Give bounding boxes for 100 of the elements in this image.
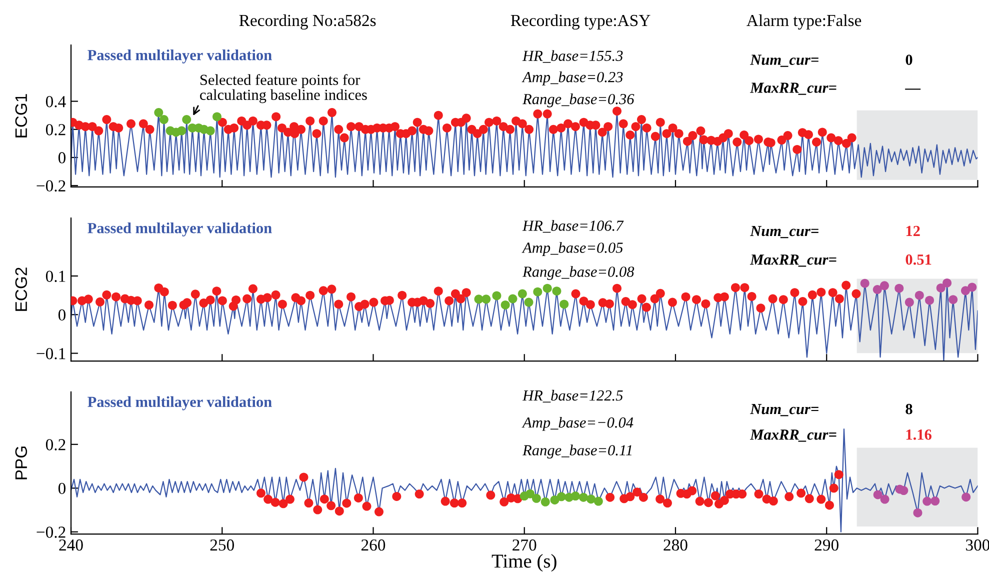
- point: [594, 496, 603, 506]
- annotation: HR_base=155.3: [522, 50, 623, 63]
- point: [925, 296, 934, 305]
- point: [948, 295, 958, 304]
- point: [486, 490, 496, 500]
- point: [206, 126, 215, 136]
- annotation: Selected feature points for calculating baseline indices: [200, 74, 367, 104]
- point: [450, 498, 459, 508]
- x-tick-label: 280: [664, 539, 688, 551]
- point: [270, 498, 280, 507]
- point: [960, 286, 970, 296]
- point: [482, 294, 491, 304]
- x-tick-label: 250: [210, 539, 234, 551]
- point: [392, 492, 402, 501]
- y-tick-label: 0.1: [46, 270, 66, 282]
- annotation: Num_cur=: [750, 404, 818, 416]
- y-tick-label: 0: [58, 482, 66, 494]
- point: [177, 126, 186, 136]
- point: [873, 490, 882, 500]
- point: [570, 492, 580, 501]
- point: [313, 505, 322, 514]
- point: [578, 492, 588, 502]
- point: [285, 494, 294, 504]
- annotation: —: [905, 88, 921, 90]
- point: [264, 494, 273, 504]
- point: [526, 489, 535, 498]
- point: [606, 492, 615, 502]
- point: [508, 294, 518, 304]
- y-axis-title: ECG1: [15, 94, 28, 138]
- point: [540, 497, 550, 506]
- annotation: MaxRR_cur=: [750, 430, 836, 442]
- point: [440, 496, 450, 506]
- text: Recording type:ASY: [510, 14, 650, 30]
- annotation: Range_base=0.08: [522, 266, 634, 280]
- point: [342, 498, 352, 508]
- annotation: MaxRR_cur=: [750, 82, 836, 95]
- annotation: Range_base=0.36: [522, 93, 634, 108]
- point: [212, 112, 222, 122]
- y-tick-label: 0.2: [46, 439, 66, 450]
- annotation: 0: [906, 54, 912, 65]
- point: [500, 300, 510, 310]
- point: [880, 281, 889, 290]
- annotation: Amp_base=−0.04: [522, 416, 634, 431]
- annotation: Passed multilayer validation: [88, 49, 272, 64]
- point: [880, 494, 890, 504]
- point: [930, 496, 940, 506]
- annotation: Amp_base=0.05: [522, 242, 623, 256]
- point: [278, 499, 288, 508]
- point: [533, 287, 542, 296]
- point: [894, 284, 904, 293]
- point: [720, 496, 729, 505]
- point: [552, 286, 562, 296]
- point: [586, 494, 596, 504]
- text: Recording No:a582s: [239, 14, 376, 30]
- point: [904, 298, 914, 307]
- point: [968, 282, 977, 292]
- text: Alarm type:False: [746, 14, 862, 30]
- y-tick-label: −0.1: [36, 348, 66, 360]
- x-tick-label: 240: [59, 539, 83, 551]
- annotation: HR_base=106.7: [522, 220, 624, 233]
- point: [299, 472, 308, 482]
- point: [695, 496, 704, 506]
- point: [632, 488, 642, 497]
- annotation: Range_base=0.11: [522, 444, 632, 459]
- point: [326, 501, 336, 510]
- point: [256, 488, 266, 498]
- point: [754, 490, 764, 499]
- y-axis-title: ECG2: [15, 268, 28, 311]
- annotation: 0.51: [906, 254, 932, 265]
- y-tick-label: −0.2: [36, 526, 66, 538]
- annotation: MaxRR_cur=: [750, 254, 836, 267]
- x-tick-label: 270: [512, 539, 536, 551]
- point: [899, 486, 908, 496]
- annotation: Num_cur=: [750, 226, 818, 238]
- point: [796, 488, 806, 498]
- point: [518, 289, 527, 298]
- point: [656, 494, 665, 504]
- point: [304, 498, 314, 508]
- annotation: Passed multilayer validation: [88, 222, 272, 236]
- point: [784, 492, 794, 502]
- y-tick-label: −0.2: [36, 180, 66, 192]
- point: [914, 290, 924, 300]
- point: [182, 115, 192, 124]
- point: [816, 494, 826, 504]
- annotation: 1.16: [906, 430, 932, 440]
- point: [804, 494, 814, 504]
- point: [710, 491, 720, 500]
- point: [824, 500, 834, 510]
- point: [492, 291, 502, 300]
- point: [154, 108, 164, 118]
- point: [320, 494, 329, 504]
- x-axis-title: Time (s): [492, 554, 556, 572]
- point: [936, 283, 946, 292]
- point: [542, 284, 552, 293]
- point: [374, 507, 384, 516]
- point: [688, 486, 697, 496]
- point: [560, 300, 569, 309]
- point: [872, 285, 882, 294]
- point: [354, 493, 363, 502]
- y-tick-label: 0.4: [46, 96, 66, 108]
